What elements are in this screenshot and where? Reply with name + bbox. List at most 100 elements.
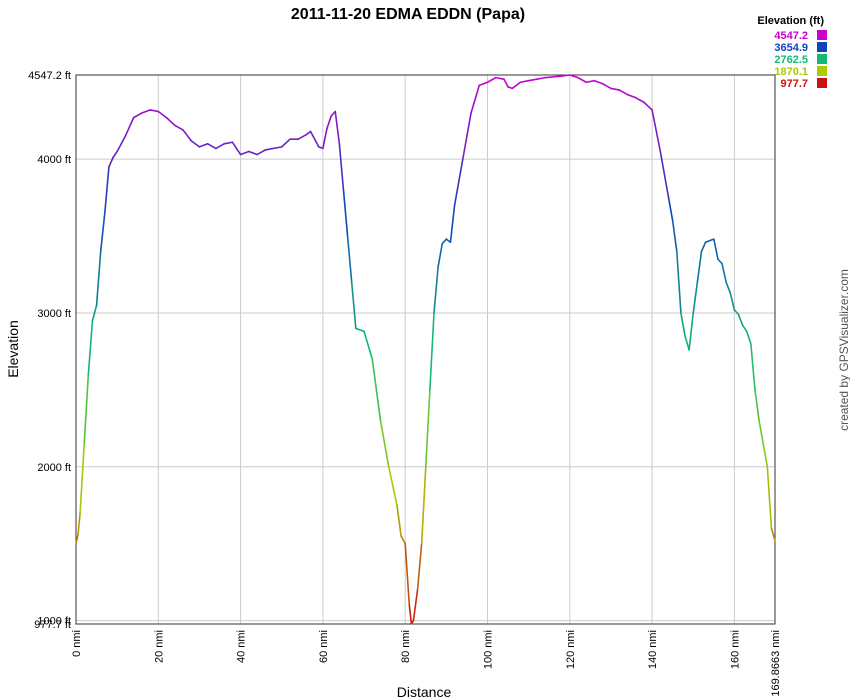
elevation-segment [408, 604, 413, 625]
elevation-segment [99, 212, 106, 253]
elevation-segment [326, 115, 332, 130]
legend-swatch [817, 66, 827, 76]
elevation-segment [684, 335, 690, 351]
elevation-segment [659, 150, 670, 199]
legend-swatch [817, 30, 827, 40]
y-axis-title: Elevation [5, 320, 21, 378]
elevation-segment [470, 84, 481, 114]
elevation-segment [116, 135, 127, 153]
elevation-segment [733, 309, 740, 316]
elevation-segment [165, 116, 176, 127]
elevation-segment [593, 79, 604, 85]
elevation-segment [95, 250, 102, 307]
elevation-segment [256, 149, 267, 156]
x-tick-label: 169.8663 nmi [770, 630, 782, 697]
elevation-segment [745, 330, 752, 345]
elevation-segment [675, 250, 682, 314]
elevation-segment [494, 76, 505, 80]
legend-value: 4547.2 [774, 30, 808, 42]
elevation-segment [132, 112, 143, 119]
elevation-segment [651, 109, 662, 153]
elevation-segment [371, 358, 382, 422]
elevation-segment [643, 101, 653, 111]
elevation-segment [223, 141, 234, 145]
elevation-segment [215, 142, 225, 150]
elevation-segment [511, 84, 518, 90]
elevation-segment [536, 76, 546, 80]
elevation-segment [342, 189, 349, 237]
elevation-segment [634, 96, 645, 104]
x-tick-label: 140 nmi [647, 630, 659, 669]
elevation-segment [420, 465, 427, 545]
legend-value: 2762.5 [774, 54, 808, 66]
elevation-segment [338, 142, 345, 191]
y-tick-label: 4547.2 ft [28, 70, 71, 82]
legend-value: 977.7 [780, 78, 808, 90]
elevation-segment [737, 313, 744, 327]
elevation-segment [124, 116, 135, 137]
y-tick-label: 977.7 ft [34, 619, 71, 631]
chart-title: 2011-11-20 EDMA EDDN (Papa) [291, 6, 525, 23]
elevation-segment [206, 142, 217, 150]
elevation-segment [741, 324, 748, 333]
elevation-segment [424, 389, 431, 468]
elevation-segment [692, 281, 699, 314]
elevation-segment [618, 89, 629, 96]
legend-swatch [817, 42, 827, 52]
elevation-segment [239, 150, 250, 156]
x-axis-title: Distance [397, 684, 452, 700]
elevation-segment [478, 81, 489, 87]
elevation-segment [671, 219, 678, 253]
y-tick-label: 1000 ft [37, 616, 71, 628]
elevation-segment [527, 78, 538, 82]
elevation-segment [190, 139, 201, 148]
elevation-segment [729, 292, 736, 311]
elevation-segment [610, 87, 620, 91]
elevation-segment [416, 542, 423, 591]
elevation-segment [112, 150, 118, 159]
y-tick-label: 2000 ft [37, 462, 71, 474]
elevation-segment [182, 129, 193, 142]
elevation-segment [91, 304, 98, 322]
elevation-profile-series [75, 74, 776, 625]
x-tick-label: 160 nmi [729, 630, 741, 669]
elevation-segment [75, 533, 79, 545]
x-tick-label: 20 nmi [153, 630, 165, 663]
elevation-segment [552, 75, 563, 78]
elevation-segment [601, 82, 612, 90]
elevation-segment [725, 281, 732, 294]
elevation-segment [149, 109, 160, 113]
elevation-segment [717, 258, 723, 265]
elevation-segment [750, 342, 756, 391]
elevation-segment [680, 312, 686, 337]
plot-frame [75, 74, 776, 625]
elevation-segment [770, 527, 776, 542]
legend-swatch [817, 78, 827, 88]
elevation-segment [404, 542, 411, 606]
elevation-segment [363, 330, 374, 360]
elevation-segment [758, 419, 765, 445]
x-tick-label: 100 nmi [483, 630, 495, 669]
elevation-segment [437, 242, 444, 268]
elevation-segment [569, 74, 579, 79]
elevation-segment [433, 266, 439, 314]
x-tick-label: 40 nmi [236, 630, 248, 663]
elevation-segment [248, 150, 258, 156]
elevation-segment [762, 442, 769, 468]
elevation-segment [560, 74, 571, 77]
elevation-segment [104, 166, 110, 214]
elevation-segment [396, 504, 402, 537]
elevation-segment [766, 465, 773, 530]
elevation-segment [309, 130, 320, 148]
elevation-segment [721, 262, 727, 284]
elevation-segment [754, 389, 760, 422]
x-tick-label: 80 nmi [400, 630, 412, 663]
elevation-segment [77, 512, 81, 536]
elevation-segment [453, 158, 464, 207]
elevation-segment [515, 81, 522, 87]
elevation-segment [141, 109, 151, 114]
elevation-segment [544, 76, 555, 79]
legend-title: Elevation (ft) [757, 15, 824, 27]
elevation-segment [412, 589, 419, 622]
elevation-segment [713, 238, 719, 260]
